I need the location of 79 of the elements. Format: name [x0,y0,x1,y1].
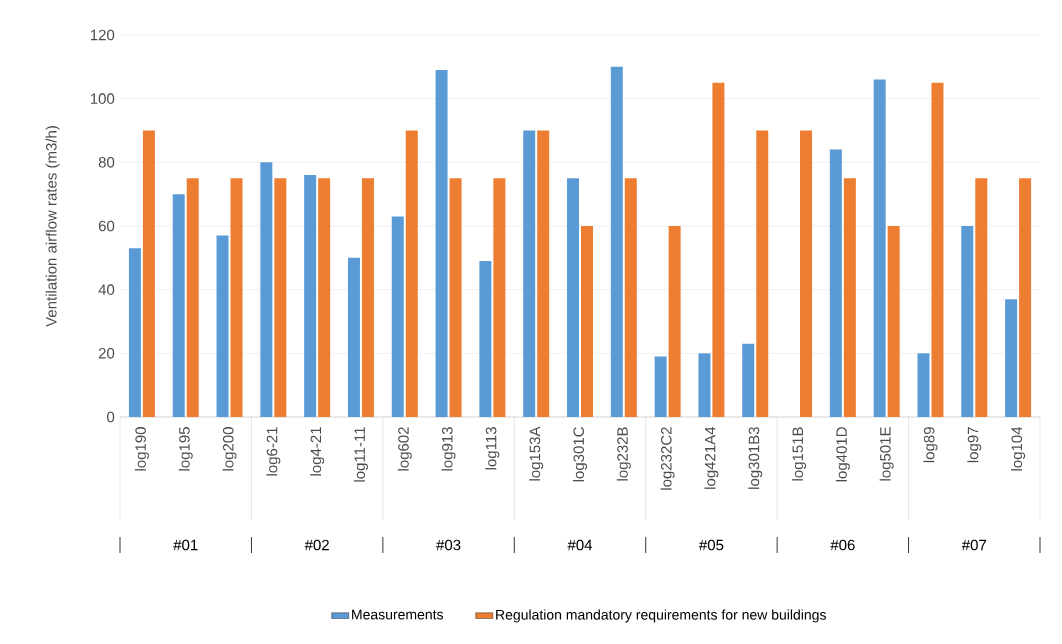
y-tick-label: 0 [107,411,115,423]
bar [304,175,317,417]
bar [654,356,667,417]
text: #05 [698,539,724,551]
y-tick-label: 80 [98,157,115,168]
legend-label: Regulation mandatory requirements for new buildings [496,609,826,623]
x-tick-label: log301C [573,427,587,482]
bar [843,178,856,417]
bar [318,178,331,417]
x-tick-label: log421A4 [704,426,719,489]
x-tick-label: log4-21 [310,427,325,476]
y-tick-label: 120 [90,29,115,41]
bar [128,248,141,417]
x-tick-label: log89 [923,427,938,463]
y-tick-label: 40 [98,284,115,295]
bar [581,225,593,417]
bar [961,225,974,417]
text: #01 [173,539,198,551]
bar [435,70,448,417]
x-tick-label: log200 [222,427,237,471]
bar [493,178,506,417]
bar [668,225,681,417]
y-tick-label: 60 [98,220,115,232]
bar [698,353,711,417]
x-tick-label: log232B [616,427,631,481]
bar [1005,299,1018,417]
text: #02 [304,539,329,551]
x-tick-label: log97 [967,427,982,463]
bar [260,162,273,417]
x-tick-label: log195 [178,427,193,471]
x-tick-label: log11-11 [353,427,368,482]
bar [216,235,229,417]
bar [624,178,637,417]
bar [712,82,725,417]
bar [391,216,404,417]
bar [405,130,418,417]
bar [449,178,462,417]
bar [142,130,155,417]
x-tick-label: log104 [1011,426,1026,471]
y-tick-label: 100 [90,93,115,104]
text: #04 [567,539,593,551]
bar [917,353,930,417]
bar [887,225,900,417]
bar [537,130,550,417]
bar [523,130,536,417]
bar [756,130,769,417]
y-tick-label: 20 [98,348,115,359]
bar [931,82,944,417]
bar [800,130,813,417]
x-tick-label: log190 [134,427,149,471]
x-tick-label: log232C2 [660,427,675,490]
bar [274,178,287,417]
bar [172,194,185,417]
bar [347,257,360,417]
bar [742,343,755,417]
bar [479,261,492,417]
bar [186,178,199,417]
x-tick-label: log151B [792,427,807,481]
legend-label: Measurements [352,609,444,620]
x-tick-label: log913 [441,427,456,471]
bar [1019,178,1032,417]
y-axis-title: Ventilation airflow rates (m3/h) [45,126,60,327]
bar [975,178,988,417]
x-tick-label: log602 [397,427,412,471]
bar [230,178,243,417]
x-tick-label: log153A [529,426,544,481]
x-tick-label: log6-21 [266,427,281,476]
bar [361,178,374,417]
text: #06 [830,539,855,551]
text: #03 [436,539,461,551]
x-tick-label: log113 [485,427,500,470]
bar [829,149,842,417]
x-tick-label: log401D [835,427,850,482]
bar [610,66,623,417]
bar [567,178,580,417]
x-tick-label: log301B3 [748,427,763,489]
text: #07 [961,539,987,551]
bar [873,79,886,417]
x-tick-label: log501E [879,427,894,481]
